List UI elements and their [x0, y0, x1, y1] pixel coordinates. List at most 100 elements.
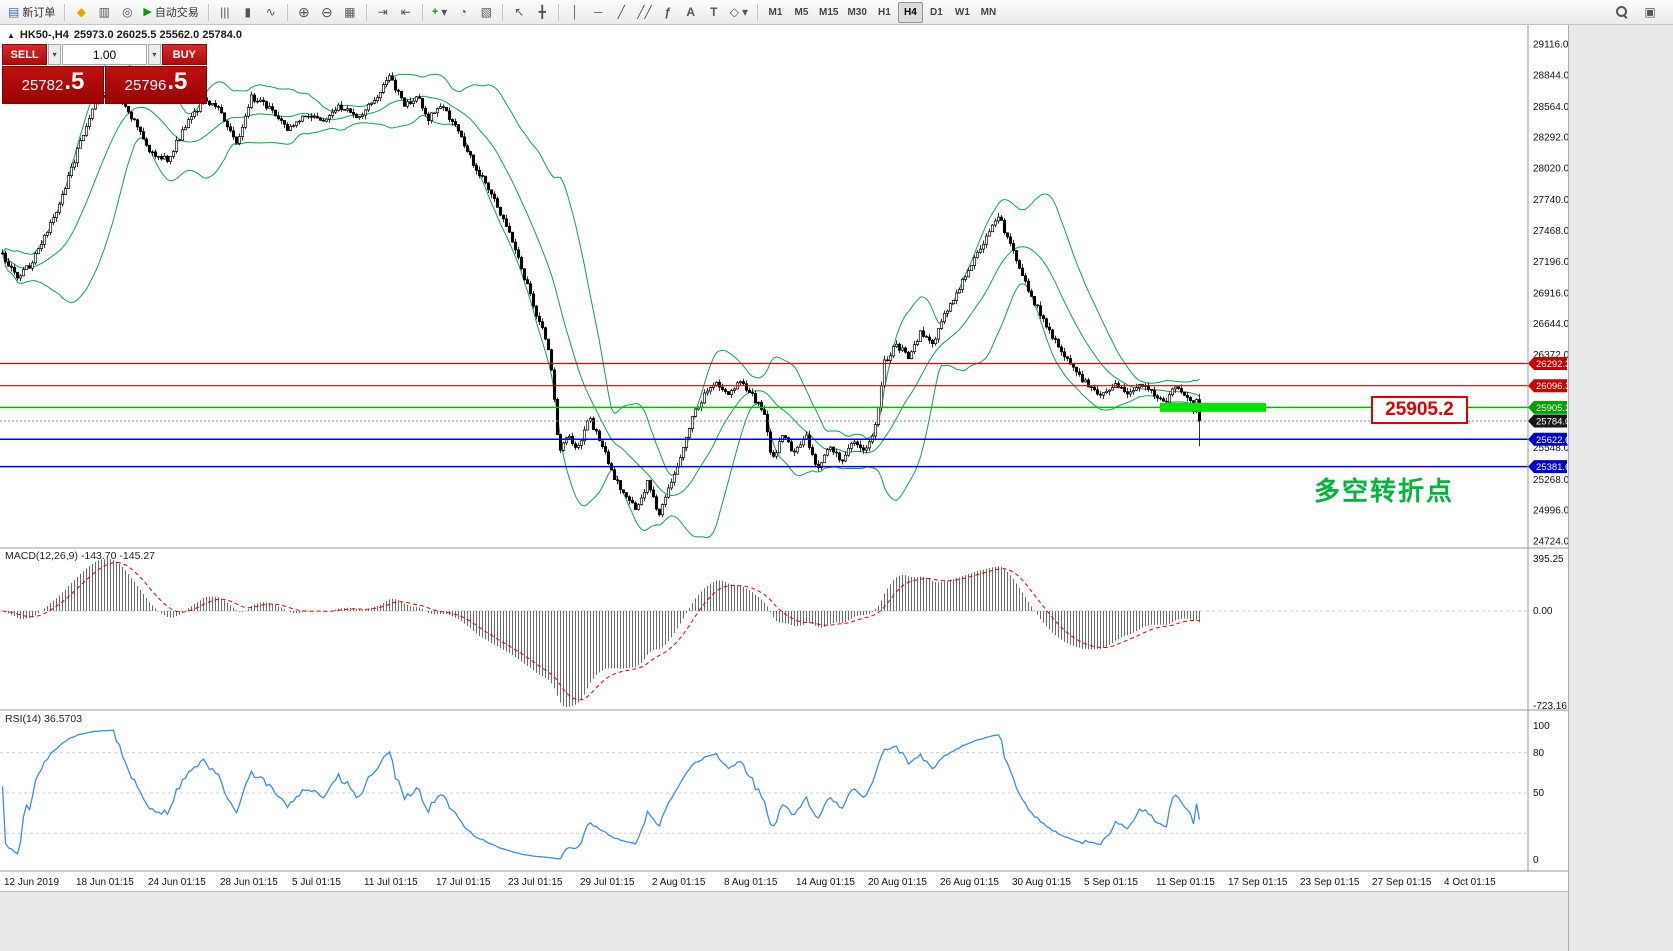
- timeframe-h1[interactable]: H1: [872, 2, 897, 23]
- svg-text:-723.16: -723.16: [1533, 701, 1567, 712]
- zoom-in-icon: ⊕: [297, 4, 310, 20]
- hline-icon: ─: [594, 5, 603, 19]
- channel-button[interactable]: ╱╱: [633, 2, 655, 23]
- trendline-button[interactable]: ╱: [610, 2, 632, 23]
- toolbar-separator: [207, 3, 209, 21]
- sell-price-display[interactable]: 25782.5: [2, 66, 104, 104]
- svg-text:26096.3: 26096.3: [1536, 381, 1568, 392]
- tile-windows-button[interactable]: ▦: [339, 2, 361, 23]
- dropdown-caret-icon: ▾: [741, 5, 748, 19]
- svg-text:18 Jun 01:15: 18 Jun 01:15: [76, 877, 134, 888]
- chart-canvas[interactable]: 29116.0 28844.0 28564.0 28292.0 28020.0 27740…: [0, 25, 1568, 891]
- cursor-button[interactable]: ↖: [508, 2, 530, 23]
- templates-icon: ▧: [480, 5, 492, 19]
- search-button[interactable]: [1611, 2, 1633, 23]
- crosshair-button[interactable]: ╋: [531, 2, 553, 23]
- collapse-caret-icon[interactable]: ▲: [7, 30, 15, 40]
- indicators-icon: +: [431, 5, 439, 18]
- indicators-button[interactable]: + ▾: [428, 2, 451, 23]
- horizontal-line-button[interactable]: ─: [587, 2, 609, 23]
- new-order-label: 新订单: [22, 7, 56, 19]
- crosshair-icon: ╋: [538, 5, 546, 19]
- timeframe-m30[interactable]: M30: [843, 2, 870, 23]
- layout-icon: ▣: [1644, 5, 1656, 19]
- text-icon: A: [686, 5, 696, 19]
- volume-caret[interactable]: ▾: [148, 44, 161, 65]
- auto-scroll-button[interactable]: ⇥: [372, 2, 394, 23]
- dropdown-caret-icon: ▾: [441, 5, 448, 19]
- svg-text:25268.0: 25268.0: [1533, 475, 1568, 486]
- shapes-button[interactable]: ◇ ▾: [726, 2, 752, 23]
- svg-text:25548.0: 25548.0: [1533, 443, 1568, 454]
- svg-text:26372.0: 26372.0: [1533, 350, 1568, 361]
- svg-text:8 Aug 01:15: 8 Aug 01:15: [724, 877, 778, 888]
- zoom-out-button[interactable]: ⊖: [316, 2, 338, 23]
- templates-button[interactable]: ▧: [475, 2, 497, 23]
- timeframe-h4[interactable]: H4: [897, 1, 923, 23]
- buy-price-frac: .5: [167, 68, 188, 95]
- signals-button[interactable]: ◎: [116, 2, 138, 23]
- right-panel-strip: [1568, 25, 1673, 951]
- sell-options-caret[interactable]: ▾: [48, 44, 61, 65]
- timeframe-d1[interactable]: D1: [924, 2, 949, 23]
- svg-text:23 Sep 01:15: 23 Sep 01:15: [1300, 877, 1360, 888]
- svg-text:20 Aug 01:15: 20 Aug 01:15: [868, 877, 927, 888]
- svg-text:0: 0: [1533, 855, 1539, 866]
- line-chart-icon: ∿: [265, 5, 276, 19]
- toolbar-separator: [757, 3, 758, 21]
- search-icon: [1616, 6, 1628, 18]
- text-button[interactable]: A: [680, 2, 702, 23]
- chart-header: ▲ HK50-,H4 25973.0 26025.5 25562.0 25784…: [7, 29, 242, 41]
- svg-text:12 Jun 2019: 12 Jun 2019: [4, 877, 59, 888]
- svg-text:25784.0: 25784.0: [1536, 417, 1568, 428]
- autotrading-button[interactable]: ▶ 自动交易: [139, 2, 202, 23]
- svg-text:17 Jul 01:15: 17 Jul 01:15: [436, 877, 491, 888]
- svg-text:395.25: 395.25: [1533, 554, 1564, 565]
- svg-text:28 Jun 01:15: 28 Jun 01:15: [220, 877, 278, 888]
- svg-text:28020.0: 28020.0: [1533, 164, 1568, 175]
- svg-text:24 Jun 01:15: 24 Jun 01:15: [148, 877, 206, 888]
- candles-icon: ▮: [244, 5, 252, 19]
- svg-text:23 Jul 01:15: 23 Jul 01:15: [508, 877, 563, 888]
- zoom-in-button[interactable]: ⊕: [293, 2, 315, 23]
- svg-text:11 Sep 01:15: 11 Sep 01:15: [1156, 877, 1215, 888]
- text-label-button[interactable]: T: [703, 2, 725, 23]
- tile-windows-icon: ▦: [344, 5, 356, 19]
- market-icon: ▥: [98, 5, 111, 19]
- candlestick-chart-button[interactable]: ▮: [237, 2, 259, 23]
- timeframe-m5[interactable]: M5: [789, 2, 814, 23]
- bar-chart-button[interactable]: |||: [214, 2, 236, 23]
- svg-text:25905.2: 25905.2: [1536, 403, 1568, 414]
- svg-text:25381.6: 25381.6: [1536, 462, 1568, 473]
- chart-shift-button[interactable]: ⇤: [395, 2, 417, 23]
- vertical-line-button[interactable]: │: [564, 2, 586, 23]
- fibonacci-button[interactable]: ƒ: [657, 2, 679, 23]
- toolbar-separator: [502, 3, 504, 21]
- timeframe-m15[interactable]: M15: [815, 2, 842, 23]
- toolbar-separator: [365, 3, 367, 21]
- date-axis: 12 Jun 2019 18 Jun 01:15 24 Jun 01:15 28 Ju…: [4, 877, 1496, 888]
- metaeditor-button[interactable]: ◆: [70, 2, 92, 23]
- timeframe-w1[interactable]: W1: [950, 2, 975, 23]
- layout-button[interactable]: ▣: [1639, 2, 1661, 23]
- volume-input[interactable]: [62, 44, 147, 65]
- signals-icon: ◎: [122, 5, 133, 19]
- timeframe-mn[interactable]: MN: [976, 2, 1001, 23]
- periods-button[interactable]: ◔: [452, 2, 474, 23]
- line-chart-button[interactable]: ∿: [260, 2, 282, 23]
- toolbar-separator: [64, 3, 66, 21]
- buy-price-display[interactable]: 25796.5: [105, 66, 207, 104]
- svg-text:25622.6: 25622.6: [1536, 435, 1568, 446]
- periods-icon: ◔: [459, 5, 467, 19]
- svg-text:27196.0: 27196.0: [1533, 257, 1568, 268]
- sell-button[interactable]: SELL: [2, 44, 48, 65]
- zoom-out-icon: ⊖: [320, 4, 333, 20]
- svg-text:100: 100: [1533, 721, 1550, 732]
- new-order-button[interactable]: ▤ 新订单: [4, 2, 59, 23]
- one-click-trading-panel: SELL ▾ ▾ BUY 25782.5 25796.5: [2, 44, 207, 104]
- buy-button[interactable]: BUY: [161, 44, 207, 65]
- market-button[interactable]: ▥: [93, 2, 115, 23]
- buy-price-main: 25796: [124, 76, 167, 94]
- timeframe-m1[interactable]: M1: [763, 2, 788, 23]
